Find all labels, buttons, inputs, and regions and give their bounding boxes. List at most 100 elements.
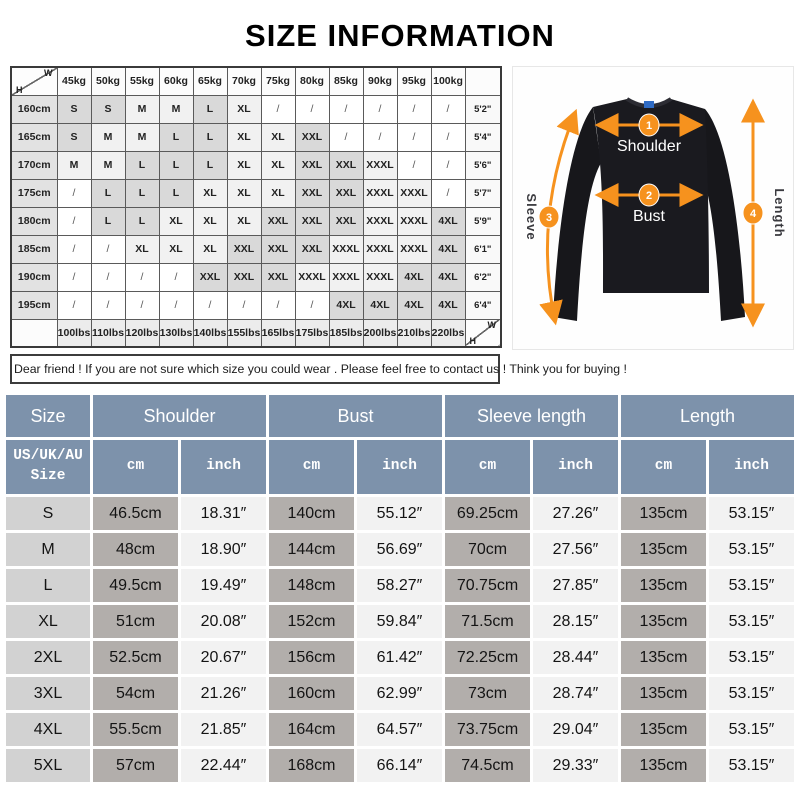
matrix-size-cell: XXL (328, 178, 364, 208)
matrix-size-cell: XXL (260, 206, 296, 236)
matrix-size-cell: XL (226, 122, 262, 152)
measurement-cell: 66.14″ (357, 749, 442, 782)
matrix-size-cell: / (192, 290, 228, 320)
matrix-size-cell: / (90, 262, 126, 292)
matrix-size-cell: M (90, 122, 126, 152)
measurement-cell: 28.44″ (533, 641, 618, 674)
bust-arrow: 2 Bust (594, 183, 704, 225)
size-table-group-header-row: Size Shoulder Bust Sleeve length Length (6, 395, 794, 437)
matrix-size-cell: L (90, 206, 126, 236)
measurement-cell: 55.5cm (93, 713, 178, 746)
pounds-header-cell: 140lbs (192, 318, 228, 348)
corner-height-letter: H (469, 336, 477, 346)
weight-header-cell: 45kg (56, 66, 92, 96)
size-table-group-header: Shoulder (93, 395, 266, 437)
matrix-size-cell: XL (226, 206, 262, 236)
matrix-pounds-row: 100lbs 110lbs 120lbs 130lbs 140lbs 155lbs 165l… (10, 318, 502, 348)
matrix-row: 180cm / L L XL XL XL XXL XXL XXL XXXL XXXL 4XL 5'9" (10, 206, 502, 236)
matrix-size-cell: XXL (226, 234, 262, 264)
height-header-cell: 165cm (10, 122, 58, 152)
measurement-cell: 135cm (621, 713, 706, 746)
matrix-size-cell: M (124, 122, 160, 152)
measurement-cell: 21.85″ (181, 713, 266, 746)
size-table-row: L 49.5cm 19.49″ 148cm 58.27″ 70.75cm 27.85″ 135… (6, 569, 794, 602)
measurement-cell: 56.69″ (357, 533, 442, 566)
matrix-size-cell: XXL (226, 262, 262, 292)
height-header-cell: 170cm (10, 150, 58, 180)
height-feet-cell: 5'4" (464, 122, 502, 152)
height-header-cell: 195cm (10, 290, 58, 320)
weight-header-cell: 55kg (124, 66, 160, 96)
measurement-cell: 135cm (621, 569, 706, 602)
matrix-size-cell: XXXL (362, 206, 398, 236)
matrix-size-cell: / (430, 178, 466, 208)
height-feet-cell: 5'6" (464, 150, 502, 180)
shoulder-arrow: 1 Shoulder (594, 113, 704, 155)
pounds-header-cell: 120lbs (124, 318, 160, 348)
matrix-size-cell: L (90, 178, 126, 208)
shirt-illustration: 1 Shoulder 2 Bust 3 Sleeve 4 (524, 97, 787, 328)
measurement-cell: 54cm (93, 677, 178, 710)
height-feet-cell: 5'7" (464, 178, 502, 208)
measurement-cell: 135cm (621, 749, 706, 782)
measurement-cell: 70cm (445, 533, 530, 566)
matrix-size-cell: XXL (294, 122, 330, 152)
measurement-cell: 18.31″ (181, 497, 266, 530)
unit-header: cm (93, 440, 178, 494)
matrix-size-cell: XL (192, 234, 228, 264)
pounds-header-cell: 100lbs (56, 318, 92, 348)
matrix-size-cell: / (430, 150, 466, 180)
matrix-size-cell: XXXL (396, 206, 432, 236)
matrix-body: W H 45kg 50kg 55kg 60kg 65kg 70kg 75kg 80kg 85kg 90… (10, 66, 502, 348)
measurement-cell: 58.27″ (357, 569, 442, 602)
height-header-cell: 180cm (10, 206, 58, 236)
matrix-size-cell: / (124, 290, 160, 320)
measure-circle-1 (638, 113, 660, 137)
matrix-size-cell: XL (158, 206, 194, 236)
matrix-size-cell: XXXL (362, 234, 398, 264)
pounds-header-cell: 165lbs (260, 318, 296, 348)
matrix-size-cell: S (90, 94, 126, 124)
bust-label: Bust (633, 208, 666, 225)
size-system-header: US/UK/AU Size (6, 440, 90, 494)
size-table-unit-header-row: US/UK/AU Size cm inch cm inch cm inch cm inch (6, 440, 794, 494)
height-header-cell: 160cm (10, 94, 58, 124)
matrix-size-cell: / (158, 290, 194, 320)
matrix-size-cell: XXXL (396, 178, 432, 208)
matrix-size-cell: / (328, 122, 364, 152)
matrix-size-cell: M (56, 150, 92, 180)
matrix-size-cell: XL (192, 206, 228, 236)
matrix-size-cell: 4XL (328, 290, 364, 320)
matrix-size-cell: / (430, 122, 466, 152)
matrix-size-cell: 4XL (430, 234, 466, 264)
matrix-size-cell: 4XL (430, 262, 466, 292)
size-table-row: 2XL 52.5cm 20.67″ 156cm 61.42″ 72.25cm 28.44″ 1… (6, 641, 794, 674)
matrix-size-cell: L (124, 150, 160, 180)
measurement-cell: 156cm (269, 641, 354, 674)
sleeve-arrow: 3 Sleeve (524, 108, 579, 326)
measurement-cell: 135cm (621, 533, 706, 566)
size-label-cell: L (6, 569, 90, 602)
weight-header-cell: 75kg (260, 66, 296, 96)
matrix-size-cell: M (158, 94, 194, 124)
measurement-cell: 28.74″ (533, 677, 618, 710)
matrix-size-cell: XXXL (362, 262, 398, 292)
size-table-row: 5XL 57cm 22.44″ 168cm 66.14″ 74.5cm 29.33″ 135c… (6, 749, 794, 782)
pounds-header-cell: 220lbs (430, 318, 466, 348)
measurement-table: Size Shoulder Bust Sleeve length Length US/UK… (3, 392, 797, 785)
weight-header-cell: 50kg (90, 66, 126, 96)
matrix-size-cell: / (294, 290, 330, 320)
measurement-cell: 59.84″ (357, 605, 442, 638)
measurement-cell: 160cm (269, 677, 354, 710)
unit-header: cm (445, 440, 530, 494)
matrix-size-cell: M (90, 150, 126, 180)
corner-weight-letter: W (44, 68, 53, 78)
length-arrow: 4 Length (741, 98, 787, 328)
measurement-cell: 21.26″ (181, 677, 266, 710)
matrix-size-cell: XXXL (294, 262, 330, 292)
matrix-size-cell: L (124, 206, 160, 236)
matrix-size-cell: 4XL (430, 290, 466, 320)
weight-header-cell: 95kg (396, 66, 432, 96)
